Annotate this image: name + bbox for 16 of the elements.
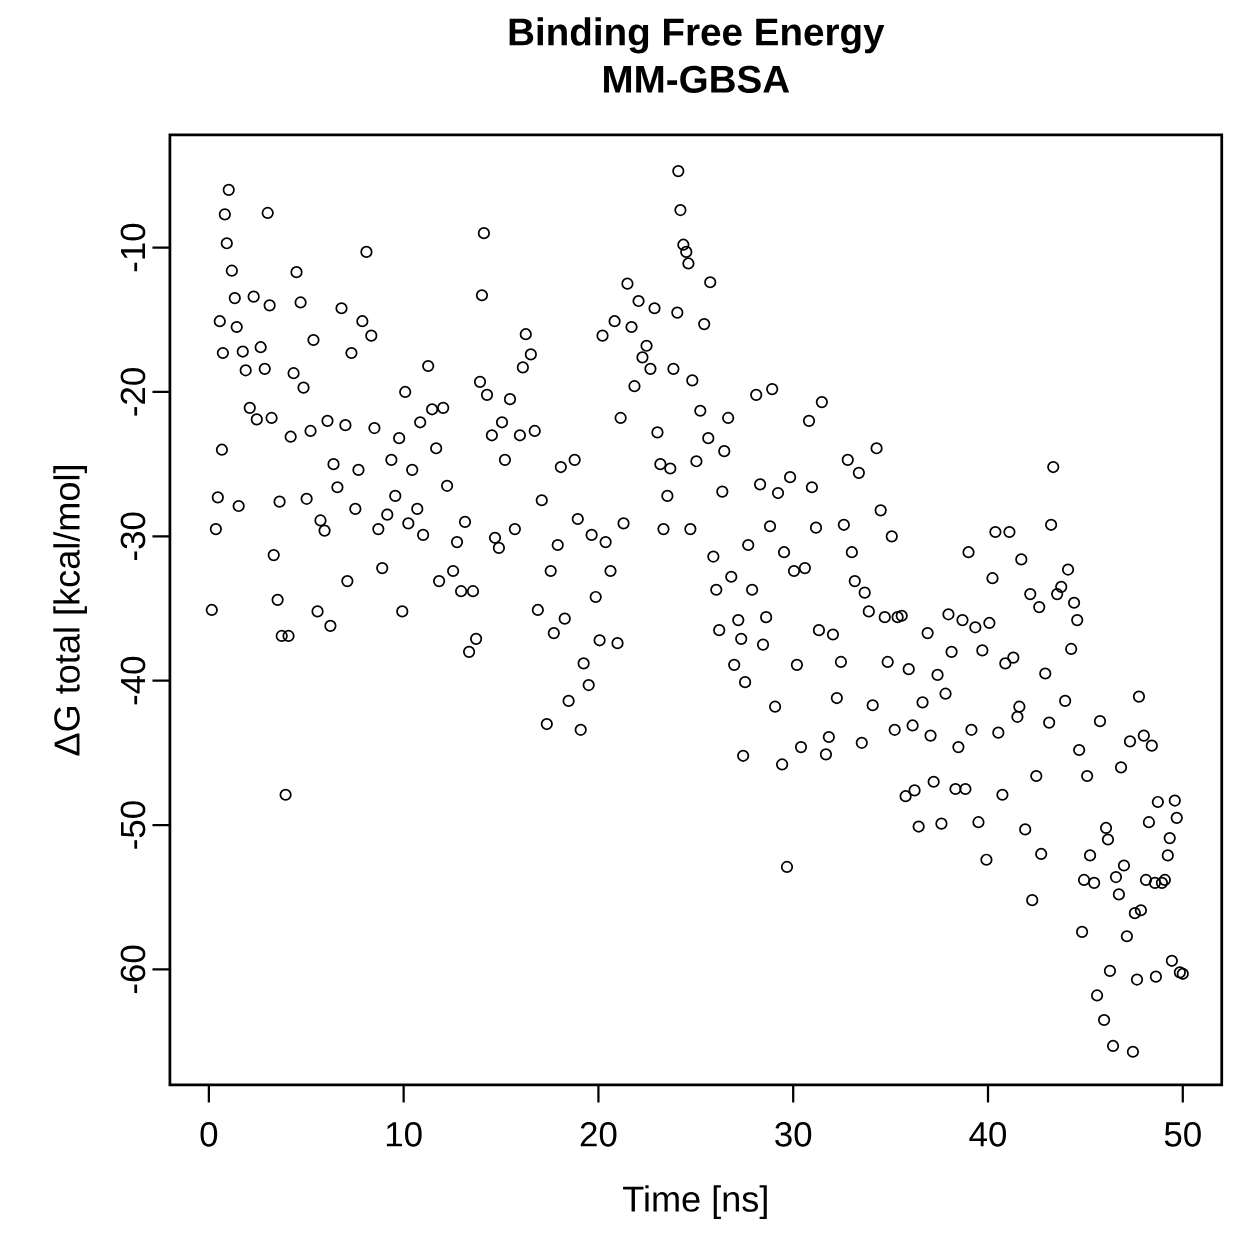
x-tick-label: 50 [1164, 1121, 1201, 1147]
y-tick-label: -40 [120, 656, 146, 705]
chart-title: Binding Free Energy [509, 17, 885, 54]
chart-subtitle: MM-GBSA [604, 65, 790, 93]
x-tick-label: 40 [969, 1121, 1007, 1147]
y-tick-label: -20 [120, 368, 146, 416]
y-tick-label: -10 [120, 223, 146, 272]
y-tick-label: -60 [120, 945, 146, 994]
x-axis-title: Time [ns] [623, 1185, 767, 1220]
x-tick-label: 10 [387, 1121, 422, 1147]
y-axis-title: ΔG total [kcal/mol] [53, 466, 88, 756]
y-tick-label: -30 [120, 512, 146, 560]
x-tick-label: 20 [580, 1121, 617, 1147]
y-tick-label: -50 [120, 801, 146, 849]
x-tick-label: 0 [200, 1121, 218, 1147]
x-tick-label: 30 [775, 1121, 812, 1147]
